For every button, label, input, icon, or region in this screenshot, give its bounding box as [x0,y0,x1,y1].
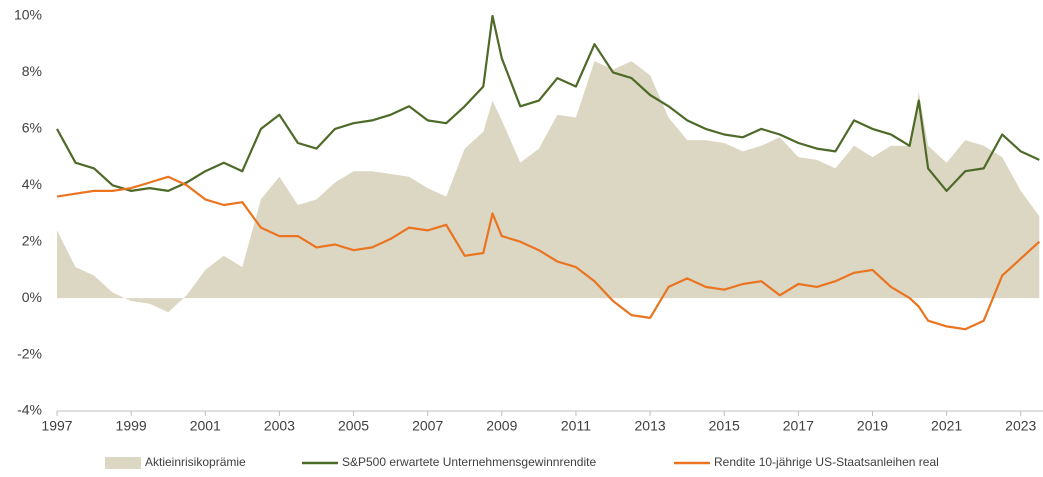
x-tick-label: 2023 [1005,418,1036,434]
x-tick-label: 2003 [264,418,295,434]
legend-label: S&P500 erwartete Unternehmensgewinnrendi… [342,455,596,469]
y-tick-label: 10% [14,7,42,23]
y-tick-label: -4% [17,402,42,418]
x-tick-label: 2015 [709,418,740,434]
line [56,14,1040,192]
x-tick-label: 2021 [931,418,962,434]
x-tick-label: 2011 [561,418,591,434]
legend-swatch [105,457,141,469]
x-tick-label: 2013 [635,418,666,434]
x-tick-label: 2001 [190,418,221,434]
y-tick-label: 2% [22,232,42,248]
y-tick-label: 0% [22,289,42,305]
line [56,175,1041,331]
y-tick-label: 8% [22,63,42,79]
legend-label: Rendite 10-jährige US-Staatsanleihen rea… [714,455,939,469]
x-tick-label: 1999 [116,418,147,434]
x-tick-label: 2007 [412,418,443,434]
x-tick-label: 2017 [783,418,814,434]
x-tick-label: 2005 [338,418,369,434]
y-tick-label: 4% [22,176,42,192]
y-tick-label: 6% [22,120,42,136]
legend-label: Aktieinrisikoprämie [145,455,246,469]
area [57,61,1040,313]
x-tick-label: 2009 [486,418,517,434]
x-tick-label: 1997 [41,418,72,434]
x-tick-label: 2019 [857,418,888,434]
y-tick-label: -2% [17,345,42,361]
